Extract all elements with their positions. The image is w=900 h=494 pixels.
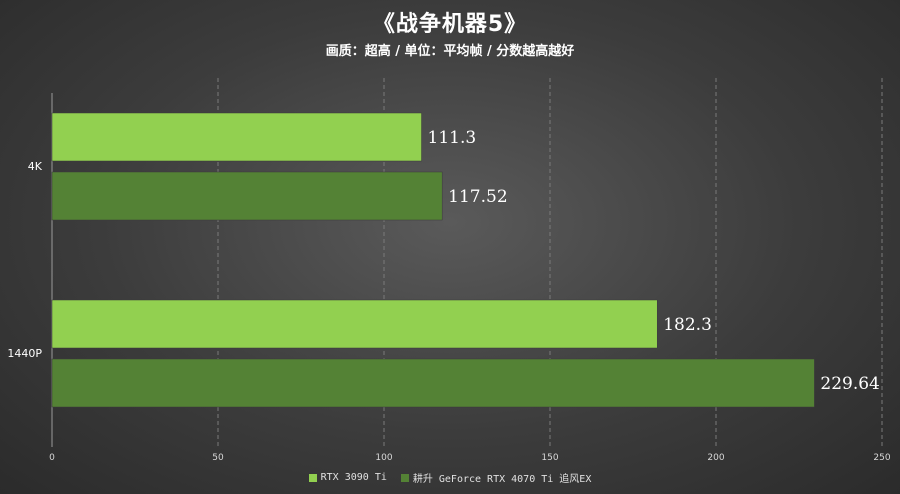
bar-4K-series-1 — [51, 112, 422, 162]
legend-item-series-2: 耕升 GeForce RTX 4070 Ti 追风EX — [400, 470, 592, 485]
x-tick-label-150: 150 — [541, 453, 558, 463]
x-tick-label-250: 250 — [873, 453, 890, 463]
legend-swatch-series-2 — [400, 473, 409, 482]
x-tick-label-0: 0 — [49, 453, 55, 463]
legend-label-series-1: RTX 3090 Ti — [320, 472, 387, 483]
legend: RTX 3090 Ti 耕升 GeForce RTX 4070 Ti 追风EX — [0, 470, 900, 485]
category-label-4K: 4K — [28, 160, 43, 173]
x-tick-label-50: 50 — [212, 453, 224, 463]
data-label-4K-series-2: 117.52 — [448, 187, 507, 207]
data-label-4K-series-1: 111.3 — [428, 128, 477, 148]
data-label-1440P-series-2: 229.64 — [820, 374, 879, 394]
bar-4K-series-2 — [51, 171, 443, 221]
chart-title: 《战争机器5》 — [372, 12, 528, 37]
category-label-1440P: 1440P — [7, 347, 42, 360]
data-label-1440P-series-1: 182.3 — [663, 315, 712, 335]
legend-item-series-1: RTX 3090 Ti — [308, 472, 387, 483]
legend-swatch-series-1 — [308, 473, 317, 482]
bar-1440P-series-2 — [51, 358, 815, 408]
x-tick-label-100: 100 — [375, 453, 392, 463]
chart-subtitle: 画质：超高 / 单位：平均帧 / 分数越高越好 — [325, 44, 575, 59]
legend-label-series-2: 耕升 GeForce RTX 4070 Ti 追风EX — [412, 474, 592, 485]
bar-1440P-series-1 — [51, 299, 658, 349]
x-tick-label-200: 200 — [707, 453, 724, 463]
